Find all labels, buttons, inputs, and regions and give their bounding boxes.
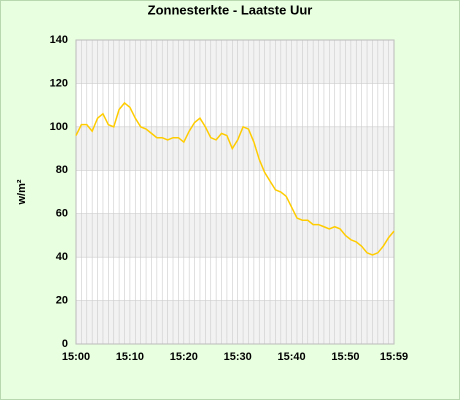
x-tick-label: 15:00	[62, 351, 90, 363]
band	[76, 126, 394, 171]
y-tick-label: 80	[56, 164, 68, 176]
plot-border	[75, 39, 395, 345]
x-tick-label: 15:59	[380, 351, 408, 363]
x-tick-label: 15:30	[224, 351, 252, 363]
line	[75, 101, 395, 256]
y-tick-label: 0	[62, 338, 68, 350]
y-tick-label: 20	[56, 294, 68, 306]
y-tick-label: 120	[50, 77, 68, 89]
x-tick-label: 15:50	[331, 351, 359, 363]
plot-area	[76, 40, 394, 344]
y-tick-label: 100	[50, 121, 68, 133]
y-tick-label: 60	[56, 208, 68, 220]
band	[76, 213, 394, 258]
band	[76, 40, 394, 84]
y-axis-label: w/m²	[16, 179, 28, 205]
band	[76, 300, 394, 344]
x-tick-label: 15:20	[170, 351, 198, 363]
y-tick-label: 140	[50, 34, 68, 46]
chart-title: Zonnesterkte - Laatste Uur	[148, 2, 313, 17]
y-tick-label: 40	[56, 251, 68, 263]
x-tick-label: 15:40	[278, 351, 306, 363]
x-tick-label: 15:10	[116, 351, 144, 363]
